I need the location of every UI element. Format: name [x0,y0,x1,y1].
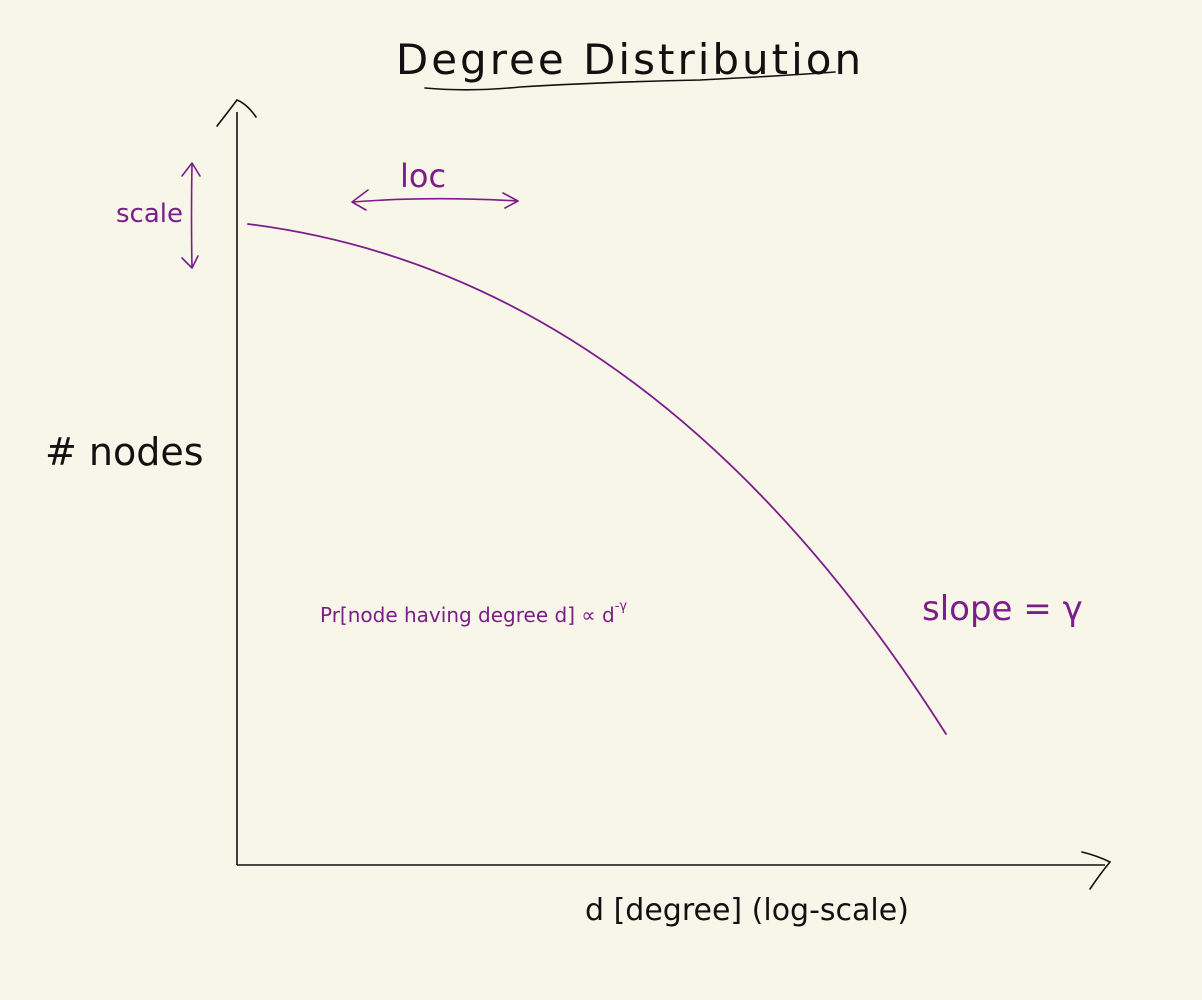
diagram-title: Degree Distribution [396,35,864,84]
slope-label: slope = γ [922,589,1083,629]
loc-label: loc [400,157,446,195]
x-axis-arrowhead-icon [1081,851,1112,890]
scale-double-arrow-icon [181,162,201,269]
title-underline [424,71,836,91]
formula-text: Pr[node having degree d] ∝ d [320,603,615,627]
x-axis-label: d [degree] (log-scale) [585,893,909,928]
scale-label: scale [116,199,183,229]
distribution-curve [247,223,947,735]
y-axis-label: # nodes [45,430,204,474]
y-axis-arrowhead-icon [216,99,257,127]
power-law-formula: Pr[node having degree d] ∝ d-γ [320,599,627,627]
loc-double-arrow-icon [351,189,519,211]
formula-exponent: -γ [615,599,628,614]
